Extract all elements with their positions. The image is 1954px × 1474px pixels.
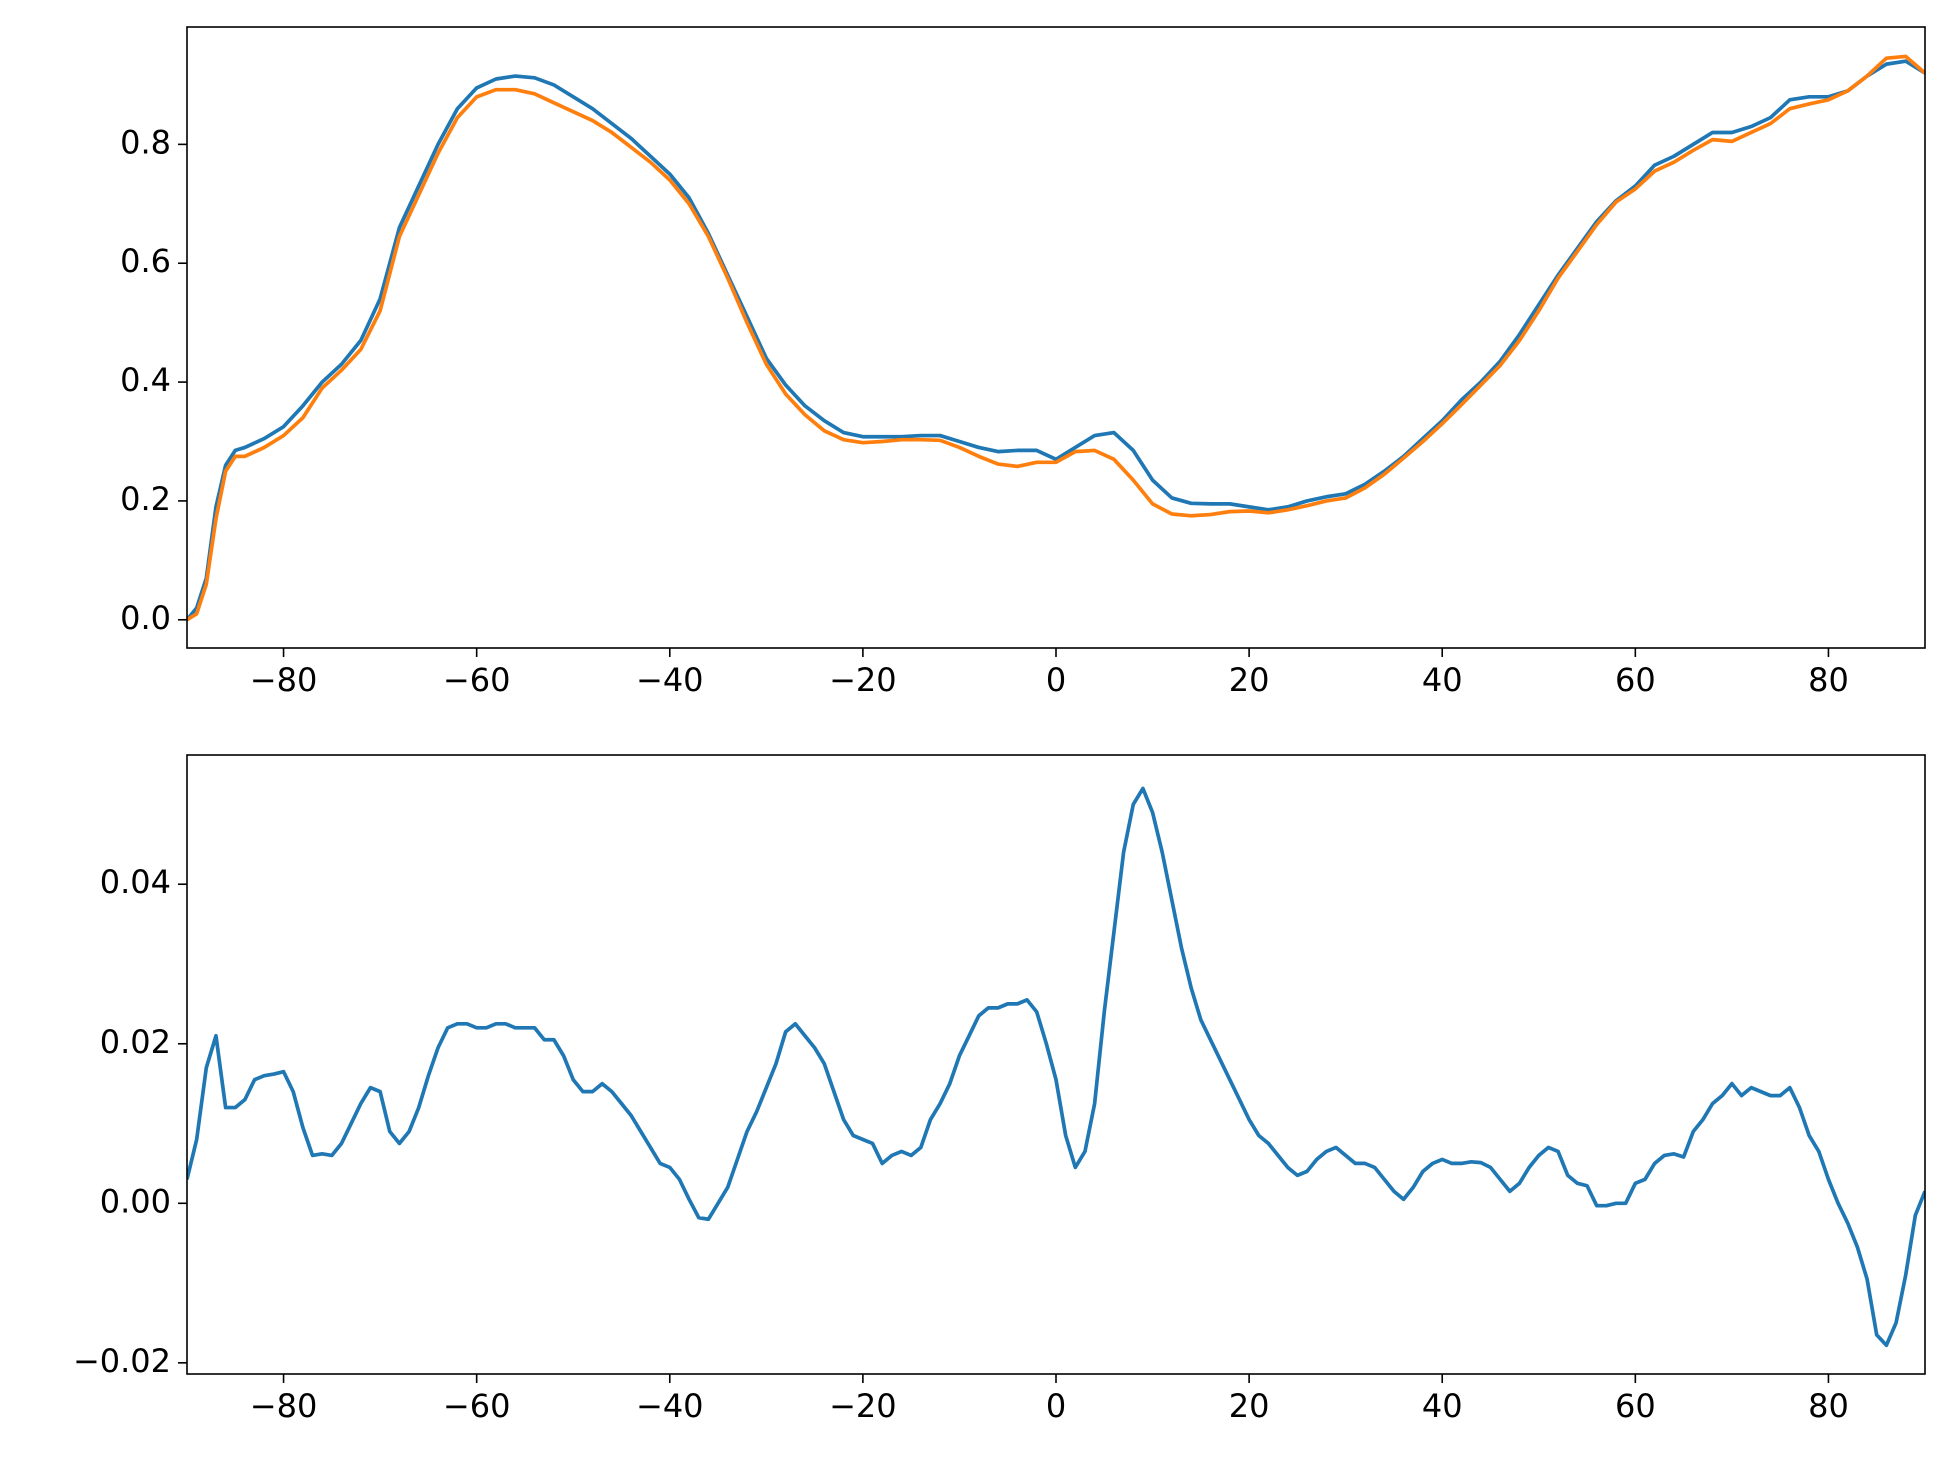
y-tick-label: 0.2 [120,480,171,518]
x-tick-label: 0 [1046,1387,1066,1425]
x-tick-label: 60 [1615,661,1656,699]
data-line [187,786,1925,1348]
y-tick-label: 0.04 [100,863,171,901]
data-line [187,54,1925,622]
x-tick-label: 0 [1046,661,1066,699]
x-tick-label: −40 [636,661,704,699]
x-tick-label: −20 [829,661,897,699]
y-tick-label: 0.00 [100,1182,171,1220]
x-tick-label: 80 [1808,661,1849,699]
x-tick-label: 20 [1229,1387,1270,1425]
x-tick-label: −80 [250,1387,318,1425]
y-tick-label: 0.6 [120,242,171,280]
x-tick-label: 20 [1229,661,1270,699]
x-tick-label: −60 [443,1387,511,1425]
x-tick-label: 40 [1422,1387,1463,1425]
axes-frame [186,26,1926,649]
y-tick-label: 0.8 [120,123,171,161]
data-line [187,59,1925,621]
y-tick-label: 0.4 [120,361,171,399]
y-tick-label: 0.02 [100,1023,171,1061]
x-tick-label: 60 [1615,1387,1656,1425]
x-tick-label: 40 [1422,661,1463,699]
x-tick-label: −20 [829,1387,897,1425]
x-tick-label: −60 [443,661,511,699]
y-tick-label: −0.02 [73,1342,171,1380]
x-tick-label: 80 [1808,1387,1849,1425]
y-tick-label: 0.0 [120,599,171,637]
x-tick-label: −40 [636,1387,704,1425]
axes-frame [186,754,1926,1375]
x-tick-label: −80 [250,661,318,699]
